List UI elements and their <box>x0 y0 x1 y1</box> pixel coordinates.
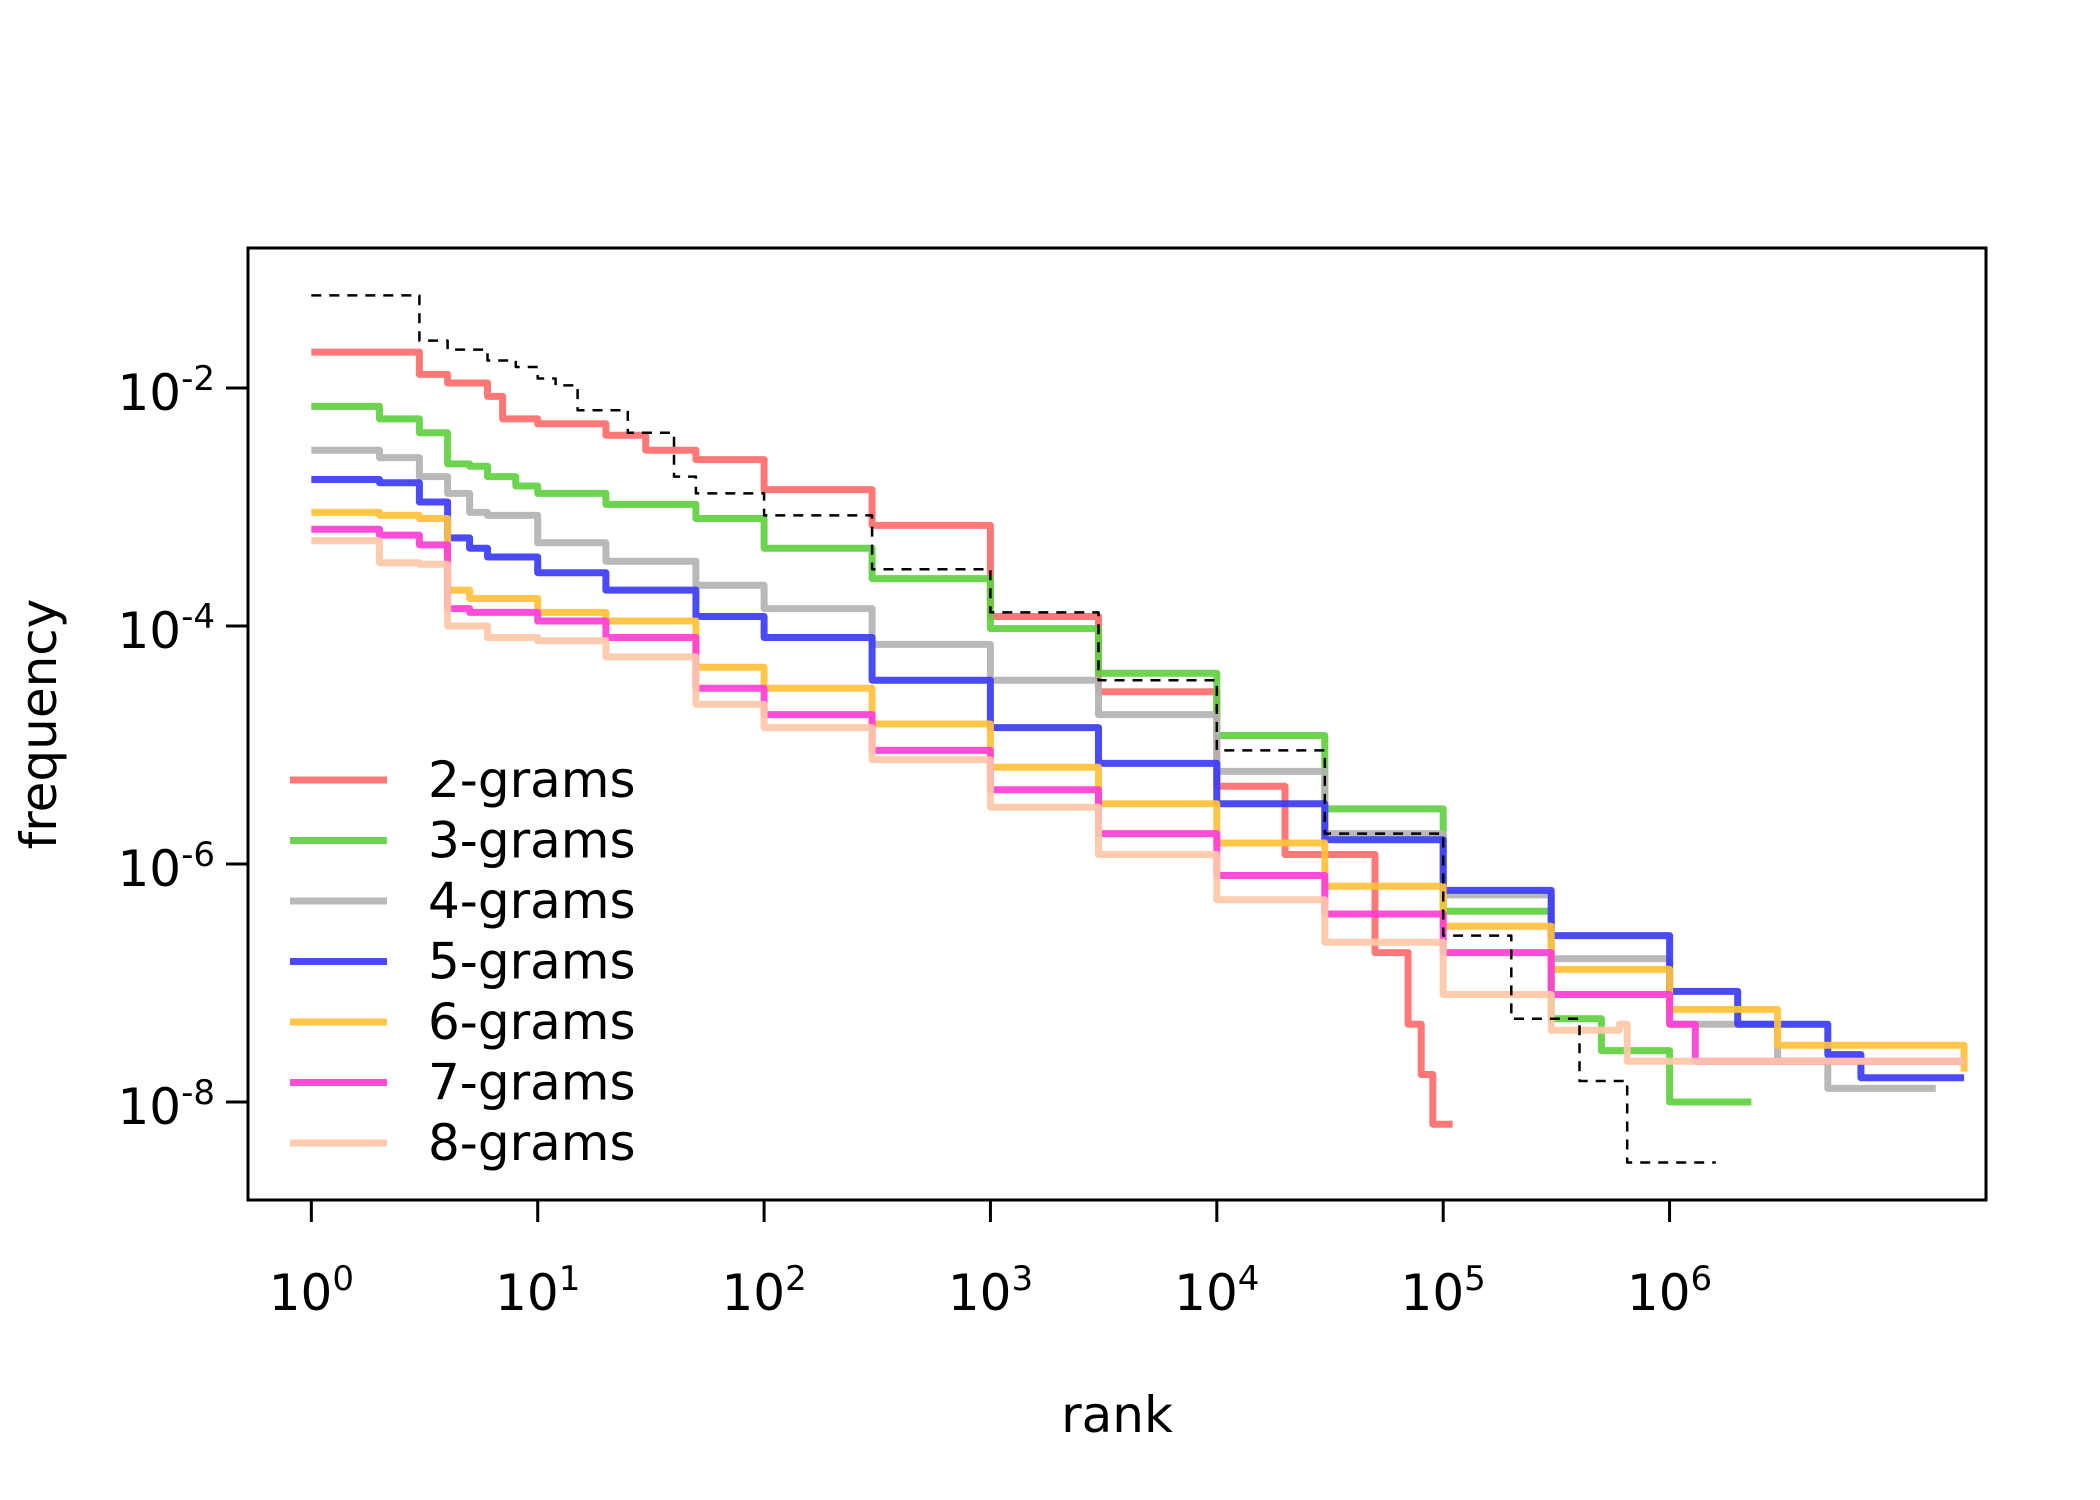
series-line-2-grams <box>311 348 1453 1128</box>
legend-label: 8-grams <box>428 1114 636 1172</box>
legend-label: 3-grams <box>428 812 636 870</box>
legend-label: 4-grams <box>428 872 636 930</box>
x-tick-label: 102 <box>721 1259 806 1322</box>
y-axis: 10-2 10-4 10-6 10-8 <box>117 359 248 1136</box>
legend-label: 2-grams <box>428 751 636 809</box>
x-axis: 100 101 102 103 104 105 106 <box>269 1200 1712 1322</box>
x-tick-label: 103 <box>948 1259 1033 1322</box>
x-axis-label: rank <box>1061 1386 1173 1444</box>
legend-label: 5-grams <box>428 933 636 991</box>
series-layer <box>311 294 1968 1164</box>
series-line-4-grams <box>311 446 1936 1092</box>
series-line-8-grams <box>311 537 1965 1065</box>
y-tick-label: 10-2 <box>117 359 215 422</box>
x-tick-label: 100 <box>269 1259 354 1322</box>
x-tick-label: 106 <box>1627 1259 1712 1322</box>
y-tick-label: 10-6 <box>117 835 215 898</box>
legend: 2-grams3-grams4-grams5-grams6-grams7-gra… <box>290 751 636 1172</box>
y-tick-label: 10-8 <box>117 1073 215 1136</box>
x-tick-label: 101 <box>495 1259 580 1322</box>
y-tick-label: 10-4 <box>117 597 215 660</box>
y-axis-label: frequency <box>10 599 68 850</box>
series-line-5-grams <box>311 476 1965 1082</box>
legend-label: 7-grams <box>428 1054 636 1112</box>
x-tick-label: 104 <box>1174 1259 1259 1322</box>
x-tick-label: 105 <box>1401 1259 1486 1322</box>
reference-dashed-line <box>311 294 1716 1164</box>
legend-label: 6-grams <box>428 993 636 1051</box>
plot-frame <box>246 246 1988 1202</box>
